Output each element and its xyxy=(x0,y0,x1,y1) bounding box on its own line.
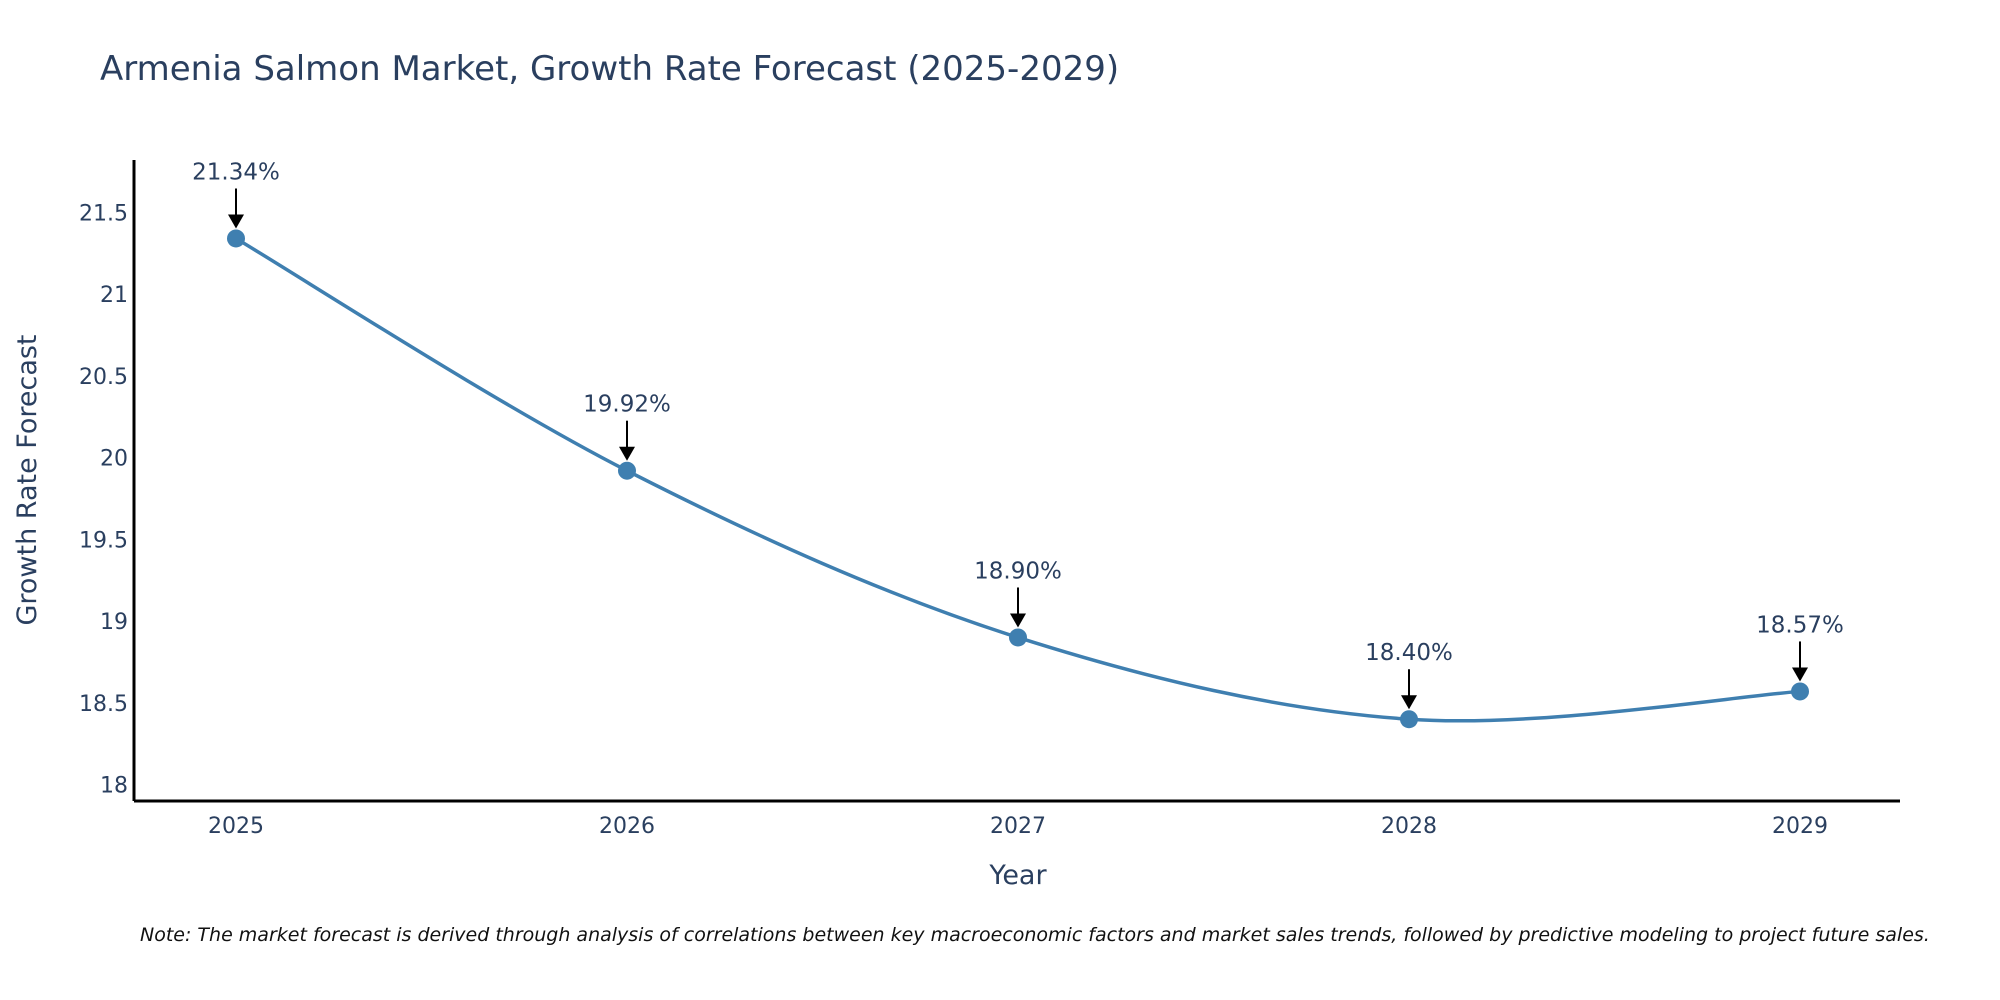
annotation-arrow-head xyxy=(1792,667,1808,682)
annotation-2026: 19.92% xyxy=(583,392,671,461)
x-tick-label: 2027 xyxy=(990,814,1046,839)
x-tick-label: 2026 xyxy=(599,814,655,839)
y-tick-label: 18.5 xyxy=(79,692,128,717)
x-tick-label: 2025 xyxy=(208,814,264,839)
annotation-2025: 21.34% xyxy=(192,159,280,229)
annotation-2029: 18.57% xyxy=(1756,612,1844,682)
data-label: 18.90% xyxy=(974,558,1062,584)
annotation-arrow-head xyxy=(619,446,635,461)
data-point-2026 xyxy=(618,461,636,480)
y-tick-label: 20 xyxy=(100,447,128,472)
x-axis-title: Year xyxy=(988,860,1047,891)
annotation-2028: 18.40% xyxy=(1365,640,1453,710)
data-label: 18.57% xyxy=(1756,612,1844,638)
data-point-2025 xyxy=(227,229,245,248)
annotation-2027: 18.90% xyxy=(974,558,1062,628)
annotation-arrow-head xyxy=(1010,613,1026,628)
y-tick-label: 21.5 xyxy=(79,201,128,226)
y-tick-label: 21 xyxy=(100,283,128,308)
data-label: 19.92% xyxy=(583,392,671,418)
data-annotations: 21.34% 19.92% 18.90% 18.40% 18.57% xyxy=(192,159,1844,710)
axes xyxy=(132,160,1900,803)
y-tick-label: 19 xyxy=(100,610,128,635)
chart-title: Armenia Salmon Market, Growth Rate Forec… xyxy=(100,49,1119,89)
data-point-2027 xyxy=(1009,628,1027,647)
x-tick-label: 2028 xyxy=(1381,814,1437,839)
x-tick-label: 2029 xyxy=(1772,814,1828,839)
y-tick-label: 20.5 xyxy=(79,365,128,390)
data-point-2029 xyxy=(1791,682,1809,701)
y-axis-ticks: 18 18.5 19 19.5 20 20.5 21 21.5 xyxy=(79,201,128,798)
data-point-2028 xyxy=(1400,710,1418,729)
y-tick-label: 19.5 xyxy=(79,528,128,553)
annotation-arrow-head xyxy=(1401,695,1417,710)
data-label: 21.34% xyxy=(192,159,280,185)
series-growth-rate xyxy=(227,229,1809,729)
annotation-arrow-head xyxy=(228,214,244,229)
data-label: 18.40% xyxy=(1365,640,1453,666)
y-tick-label: 18 xyxy=(100,774,128,799)
x-axis-ticks: 2025 2026 2027 2028 2029 xyxy=(208,814,1828,839)
chart-note: Note: The market forecast is derived thr… xyxy=(140,924,1930,946)
series-line xyxy=(235,236,1801,723)
y-axis-title: Growth Rate Forecast xyxy=(12,334,43,625)
